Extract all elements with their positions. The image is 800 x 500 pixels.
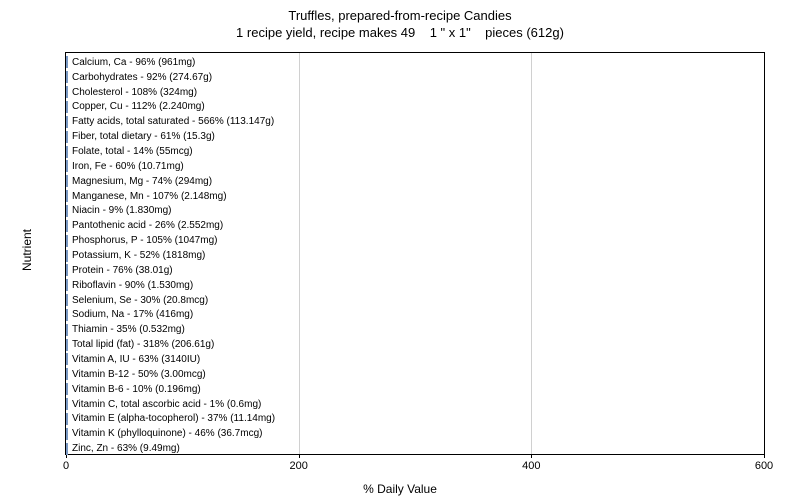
nutrient-bar (66, 309, 68, 321)
nutrient-bar-label: Carbohydrates - 92% (274.67g) (72, 72, 212, 83)
nutrient-bar (66, 443, 68, 455)
bar-row: Vitamin K (phylloquinone) - 46% (36.7mcg… (66, 428, 262, 440)
nutrient-bar (66, 56, 68, 68)
nutrient-bar (66, 250, 68, 262)
nutrient-bar (66, 235, 68, 247)
bar-row: Vitamin B-12 - 50% (3.00mcg) (66, 368, 206, 380)
bar-row: Vitamin C, total ascorbic acid - 1% (0.6… (66, 398, 261, 410)
x-axis-label: % Daily Value (363, 482, 437, 496)
nutrient-bar-label: Vitamin B-6 - 10% (0.196mg) (72, 384, 201, 395)
nutrient-bar-label: Cholesterol - 108% (324mg) (72, 87, 197, 98)
nutrient-bar-label: Protein - 76% (38.01g) (72, 265, 173, 276)
nutrient-bar-label: Total lipid (fat) - 318% (206.61g) (72, 339, 214, 350)
nutrient-bar (66, 101, 68, 113)
nutrient-bar-label: Zinc, Zn - 63% (9.49mg) (72, 443, 180, 454)
y-axis-label: Nutrient (20, 229, 34, 271)
nutrient-bar (66, 175, 68, 187)
bar-row: Folate, total - 14% (55mcg) (66, 146, 193, 158)
nutrient-bar-label: Magnesium, Mg - 74% (294mg) (72, 176, 212, 187)
nutrient-bar (66, 131, 68, 143)
nutrient-bar (66, 413, 68, 425)
bar-row: Vitamin A, IU - 63% (3140IU) (66, 353, 200, 365)
x-tick-label: 400 (522, 460, 540, 472)
nutrient-bar (66, 383, 68, 395)
bar-row: Phosphorus, P - 105% (1047mg) (66, 235, 217, 247)
chart-title-line2: 1 recipe yield, recipe makes 49 1 " x 1"… (0, 25, 800, 42)
gridline (531, 53, 532, 454)
bar-row: Selenium, Se - 30% (20.8mcg) (66, 294, 208, 306)
nutrient-bar-label: Vitamin E (alpha-tocopherol) - 37% (11.1… (72, 413, 275, 424)
nutrient-bar (66, 160, 68, 172)
nutrient-bar (66, 339, 68, 351)
nutrient-chart: Truffles, prepared-from-recipe Candies 1… (0, 0, 800, 500)
bar-row: Copper, Cu - 112% (2.240mg) (66, 101, 205, 113)
nutrient-bar-label: Riboflavin - 90% (1.530mg) (72, 280, 193, 291)
bar-row: Zinc, Zn - 63% (9.49mg) (66, 443, 180, 455)
nutrient-bar (66, 146, 68, 158)
nutrient-bar (66, 294, 68, 306)
nutrient-bar (66, 428, 68, 440)
nutrient-bar-label: Copper, Cu - 112% (2.240mg) (72, 101, 205, 112)
x-tick-mark (66, 454, 67, 458)
nutrient-bar-label: Vitamin A, IU - 63% (3140IU) (72, 354, 200, 365)
bar-row: Iron, Fe - 60% (10.71mg) (66, 160, 184, 172)
bar-row: Cholesterol - 108% (324mg) (66, 86, 197, 98)
nutrient-bar-label: Potassium, K - 52% (1818mg) (72, 250, 205, 261)
bar-row: Pantothenic acid - 26% (2.552mg) (66, 220, 223, 232)
nutrient-bar-label: Manganese, Mn - 107% (2.148mg) (72, 191, 227, 202)
x-tick-mark (531, 454, 532, 458)
nutrient-bar-label: Vitamin C, total ascorbic acid - 1% (0.6… (72, 399, 261, 410)
nutrient-bar-label: Vitamin B-12 - 50% (3.00mcg) (72, 369, 206, 380)
chart-title: Truffles, prepared-from-recipe Candies 1… (0, 0, 800, 42)
nutrient-bar-label: Selenium, Se - 30% (20.8mcg) (72, 295, 208, 306)
x-tick-label: 600 (755, 460, 773, 472)
nutrient-bar (66, 324, 68, 336)
bar-row: Sodium, Na - 17% (416mg) (66, 309, 193, 321)
bar-row: Potassium, K - 52% (1818mg) (66, 250, 205, 262)
bar-row: Vitamin E (alpha-tocopherol) - 37% (11.1… (66, 413, 275, 425)
gridline (299, 53, 300, 454)
bar-row: Calcium, Ca - 96% (961mg) (66, 56, 195, 68)
nutrient-bar (66, 368, 68, 380)
nutrient-bar (66, 86, 68, 98)
nutrient-bar (66, 205, 68, 217)
nutrient-bar-label: Iron, Fe - 60% (10.71mg) (72, 161, 184, 172)
nutrient-bar (66, 190, 68, 202)
bar-row: Magnesium, Mg - 74% (294mg) (66, 175, 212, 187)
bar-row: Carbohydrates - 92% (274.67g) (66, 71, 212, 83)
nutrient-bar (66, 279, 68, 291)
bar-row: Niacin - 9% (1.830mg) (66, 205, 171, 217)
nutrient-bar-label: Fatty acids, total saturated - 566% (113… (72, 116, 274, 127)
nutrient-bar (66, 353, 68, 365)
nutrient-bar (66, 116, 68, 128)
nutrient-bar-label: Phosphorus, P - 105% (1047mg) (72, 235, 217, 246)
x-tick-label: 200 (289, 460, 307, 472)
nutrient-bar (66, 398, 68, 410)
nutrient-bar-label: Fiber, total dietary - 61% (15.3g) (72, 131, 215, 142)
nutrient-bar (66, 220, 68, 232)
bar-row: Manganese, Mn - 107% (2.148mg) (66, 190, 227, 202)
x-tick-label: 0 (63, 460, 69, 472)
x-tick-mark (764, 454, 765, 458)
nutrient-bar (66, 71, 68, 83)
bar-row: Riboflavin - 90% (1.530mg) (66, 279, 193, 291)
nutrient-bar (66, 264, 68, 276)
x-tick-mark (299, 454, 300, 458)
chart-title-line1: Truffles, prepared-from-recipe Candies (0, 8, 800, 25)
bar-row: Fatty acids, total saturated - 566% (113… (66, 116, 274, 128)
bar-row: Fiber, total dietary - 61% (15.3g) (66, 131, 215, 143)
nutrient-bar-label: Sodium, Na - 17% (416mg) (72, 309, 193, 320)
bar-row: Vitamin B-6 - 10% (0.196mg) (66, 383, 201, 395)
nutrient-bar-label: Pantothenic acid - 26% (2.552mg) (72, 220, 223, 231)
nutrient-bar-label: Thiamin - 35% (0.532mg) (72, 324, 185, 335)
bar-row: Total lipid (fat) - 318% (206.61g) (66, 339, 214, 351)
nutrient-bar-label: Folate, total - 14% (55mcg) (72, 146, 193, 157)
plot-area: 0200400600Calcium, Ca - 96% (961mg)Carbo… (65, 52, 765, 455)
nutrient-bar-label: Calcium, Ca - 96% (961mg) (72, 57, 195, 68)
nutrient-bar-label: Niacin - 9% (1.830mg) (72, 205, 171, 216)
bar-row: Thiamin - 35% (0.532mg) (66, 324, 185, 336)
nutrient-bar-label: Vitamin K (phylloquinone) - 46% (36.7mcg… (72, 428, 262, 439)
bar-row: Protein - 76% (38.01g) (66, 264, 173, 276)
